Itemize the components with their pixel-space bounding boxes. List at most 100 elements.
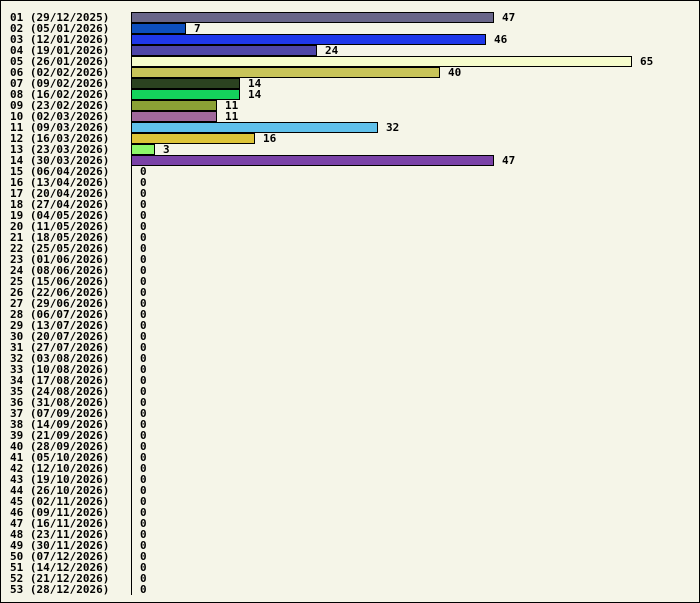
category-label: 50 (07/12/2026)	[10, 550, 109, 563]
value-label: 0	[140, 286, 147, 299]
value-label: 47	[502, 11, 515, 24]
value-label: 0	[140, 473, 147, 486]
value-label: 14	[248, 88, 262, 101]
category-label: 09 (23/02/2026)	[10, 99, 109, 112]
value-label: 0	[140, 396, 147, 409]
category-label: 24 (08/06/2026)	[10, 264, 109, 277]
value-label: 0	[140, 572, 147, 585]
category-label: 34 (17/08/2026)	[10, 374, 109, 387]
bar	[131, 111, 217, 122]
value-label: 0	[140, 506, 147, 519]
value-label: 0	[140, 385, 147, 398]
value-label: 0	[140, 297, 147, 310]
bar	[131, 23, 186, 34]
category-label: 10 (02/03/2026)	[10, 110, 109, 123]
value-label: 0	[140, 231, 147, 244]
category-label: 48 (23/11/2026)	[10, 528, 109, 541]
category-label: 49 (30/11/2026)	[10, 539, 109, 552]
category-label: 46 (09/11/2026)	[10, 506, 109, 519]
category-label: 08 (16/02/2026)	[10, 88, 109, 101]
bar	[131, 56, 632, 67]
category-label: 45 (02/11/2026)	[10, 495, 109, 508]
value-label: 0	[140, 407, 147, 420]
category-label: 47 (16/11/2026)	[10, 517, 109, 530]
value-label: 0	[140, 495, 147, 508]
category-label: 22 (25/05/2026)	[10, 242, 109, 255]
bar	[131, 12, 494, 23]
bar	[131, 89, 240, 100]
category-label: 17 (20/04/2026)	[10, 187, 109, 200]
category-label: 27 (29/06/2026)	[10, 297, 109, 310]
category-label: 14 (30/03/2026)	[10, 154, 109, 167]
category-label: 44 (26/10/2026)	[10, 484, 109, 497]
value-label: 14	[248, 77, 262, 90]
category-label: 42 (12/10/2026)	[10, 462, 109, 475]
value-label: 0	[140, 187, 147, 200]
value-label: 0	[140, 253, 147, 266]
category-label: 40 (28/09/2026)	[10, 440, 109, 453]
value-label: 0	[140, 550, 147, 563]
value-label: 0	[140, 583, 147, 596]
category-label: 12 (16/03/2026)	[10, 132, 109, 145]
value-label: 0	[140, 242, 147, 255]
category-label: 07 (09/02/2026)	[10, 77, 109, 90]
category-label: 29 (13/07/2026)	[10, 319, 109, 332]
value-label: 0	[140, 462, 147, 475]
value-label: 0	[140, 539, 147, 552]
category-label: 01 (29/12/2025)	[10, 11, 109, 24]
category-label: 35 (24/08/2026)	[10, 385, 109, 398]
value-label: 0	[140, 517, 147, 530]
category-label: 52 (21/12/2026)	[10, 572, 109, 585]
value-label: 11	[225, 99, 239, 112]
value-label: 0	[140, 209, 147, 222]
bar	[131, 144, 155, 155]
category-label: 28 (06/07/2026)	[10, 308, 109, 321]
value-label: 40	[448, 66, 461, 79]
value-label: 0	[140, 374, 147, 387]
value-label: 0	[140, 264, 147, 277]
category-label: 21 (18/05/2026)	[10, 231, 109, 244]
bar	[131, 100, 217, 111]
category-label: 20 (11/05/2026)	[10, 220, 109, 233]
value-label: 65	[640, 55, 653, 68]
category-label: 43 (19/10/2026)	[10, 473, 109, 486]
category-label: 26 (22/06/2026)	[10, 286, 109, 299]
category-label: 30 (20/07/2026)	[10, 330, 109, 343]
category-label: 23 (01/06/2026)	[10, 253, 109, 266]
value-label: 11	[225, 110, 239, 123]
value-label: 0	[140, 198, 147, 211]
value-label: 0	[140, 308, 147, 321]
category-label: 02 (05/01/2026)	[10, 22, 109, 35]
value-label: 0	[140, 440, 147, 453]
value-label: 0	[140, 429, 147, 442]
bar	[131, 45, 317, 56]
category-label: 03 (12/01/2026)	[10, 33, 109, 46]
bar	[131, 67, 440, 78]
value-label: 0	[140, 341, 147, 354]
category-label: 33 (10/08/2026)	[10, 363, 109, 376]
category-label: 13 (23/03/2026)	[10, 143, 109, 156]
category-label: 05 (26/01/2026)	[10, 55, 109, 68]
value-label: 0	[140, 165, 147, 178]
value-label: 0	[140, 451, 147, 464]
category-label: 32 (03/08/2026)	[10, 352, 109, 365]
category-label: 37 (07/09/2026)	[10, 407, 109, 420]
category-label: 15 (06/04/2026)	[10, 165, 109, 178]
value-label: 0	[140, 528, 147, 541]
value-label: 0	[140, 275, 147, 288]
value-label: 47	[502, 154, 515, 167]
category-label: 53 (28/12/2026)	[10, 583, 109, 596]
category-label: 31 (27/07/2026)	[10, 341, 109, 354]
category-label: 16 (13/04/2026)	[10, 176, 109, 189]
value-label: 24	[325, 44, 339, 57]
value-label: 0	[140, 220, 147, 233]
value-label: 46	[494, 33, 508, 46]
category-label: 06 (02/02/2026)	[10, 66, 109, 79]
value-label: 0	[140, 484, 147, 497]
category-label: 51 (14/12/2026)	[10, 561, 109, 574]
category-label: 11 (09/03/2026)	[10, 121, 109, 134]
category-label: 19 (04/05/2026)	[10, 209, 109, 222]
category-label: 36 (31/08/2026)	[10, 396, 109, 409]
